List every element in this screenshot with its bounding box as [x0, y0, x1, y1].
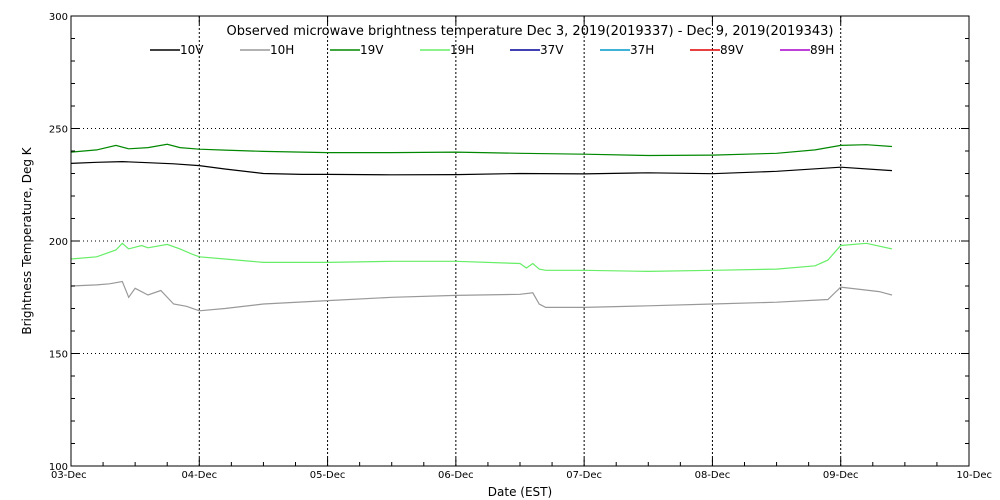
y-tick-label: 200	[49, 237, 68, 248]
legend-label-89h: 89H	[810, 43, 834, 57]
legend-label-19h: 19H	[450, 43, 474, 57]
series-line-10v	[70, 160, 893, 176]
y-tick-label: 250	[49, 125, 68, 136]
x-axis-title: Date (EST)	[488, 485, 552, 499]
series-line-19v	[70, 143, 893, 157]
x-tick-label: 09-Dec	[823, 470, 859, 481]
x-tick-label: 07-Dec	[566, 470, 602, 481]
legend-label-10v: 10V	[180, 43, 204, 57]
legend-label-10h: 10H	[270, 43, 294, 57]
legend: 10V 10H 19V 19H 37V 37H 89V 89H	[150, 43, 834, 57]
series-line-19h	[70, 242, 893, 273]
y-tick-label: 300	[49, 12, 68, 23]
legend-label-19v: 19V	[360, 43, 384, 57]
series-line-10h	[70, 280, 893, 312]
x-tick-label: 08-Dec	[695, 470, 731, 481]
x-tick-label: 06-Dec	[438, 470, 474, 481]
x-tick-label: 10-Dec	[956, 470, 992, 481]
legend-label-37h: 37H	[630, 43, 654, 57]
legend-label-89v: 89V	[720, 43, 744, 57]
series-lines	[70, 143, 893, 312]
legend-label-37v: 37V	[540, 43, 564, 57]
chart-title: Observed microwave brightness temperatur…	[227, 24, 834, 39]
x-tick-label: 03-Dec	[51, 470, 87, 481]
axes: 100 150 200 250 300 03-Dec 04-Dec 05-Dec 06-Dec 0…	[49, 12, 992, 481]
x-tick-label: 05-Dec	[310, 470, 346, 481]
y-axis-title: Brightness Temperature, Deg K	[20, 146, 34, 334]
x-tick-label: 04-Dec	[181, 470, 217, 481]
y-tick-label: 150	[49, 350, 68, 361]
y-tick-label: 100	[49, 462, 68, 473]
grid-lines	[71, 16, 969, 466]
